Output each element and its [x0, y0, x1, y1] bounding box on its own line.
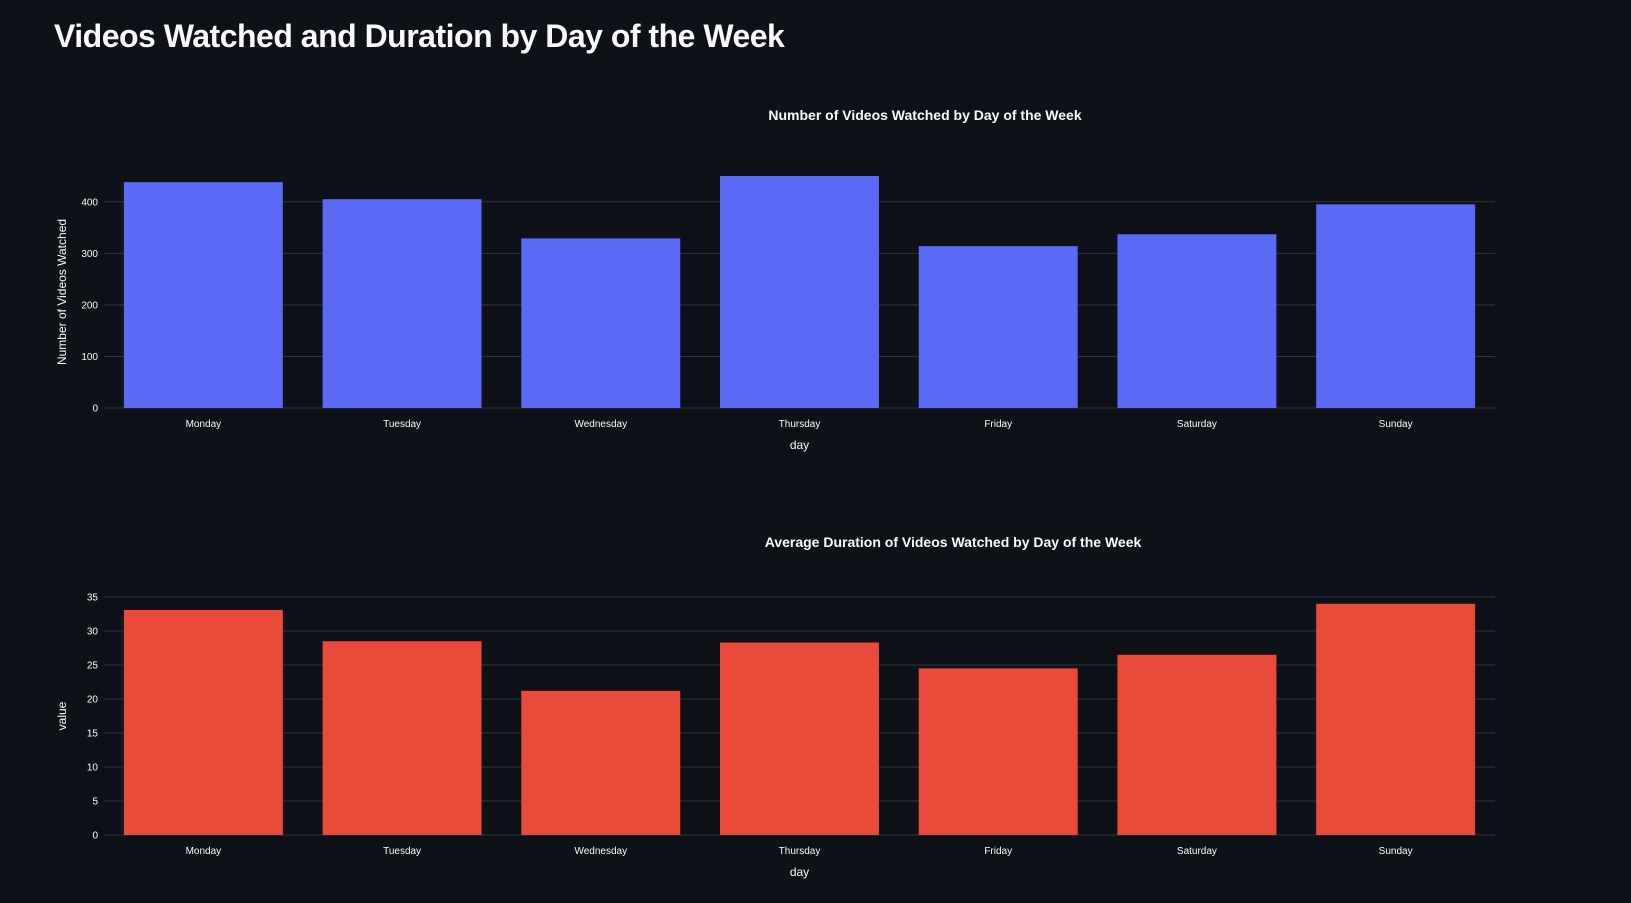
duration-y-axis-title: value — [55, 701, 69, 730]
duration-x-tick-label: Monday — [186, 846, 222, 857]
page-title: Videos Watched and Duration by Day of th… — [54, 18, 785, 54]
duration-bar-wednesday[interactable] — [521, 690, 681, 835]
videos-x-tick-label: Wednesday — [574, 419, 627, 430]
duration-y-tick-label: 0 — [92, 831, 98, 842]
videos-x-tick-label: Friday — [984, 419, 1012, 430]
duration-y-tick-label: 30 — [87, 627, 99, 638]
duration-bar-tuesday[interactable] — [322, 641, 482, 835]
duration-bar-thursday[interactable] — [720, 642, 879, 835]
duration-bar-monday[interactable] — [123, 609, 283, 835]
duration-y-tick-label: 25 — [87, 661, 99, 672]
duration-y-tick-label: 5 — [92, 797, 98, 808]
videos-chart-title: Number of Videos Watched by Day of the W… — [768, 107, 1081, 123]
videos-bar-wednesday[interactable] — [521, 238, 681, 408]
videos-y-tick-label: 200 — [81, 300, 98, 311]
videos-bar-sunday[interactable] — [1316, 204, 1476, 408]
videos-bar-saturday[interactable] — [1117, 234, 1277, 408]
duration-x-tick-label: Wednesday — [574, 846, 627, 857]
videos-y-tick-label: 100 — [81, 352, 98, 363]
duration-bar-sunday[interactable] — [1316, 603, 1476, 835]
videos-bar-tuesday[interactable] — [322, 199, 482, 408]
videos-count-chart: Number of Videos Watched by Day of the W… — [55, 107, 1495, 452]
avg-duration-chart: Average Duration of Videos Watched by Da… — [55, 534, 1495, 879]
videos-x-tick-label: Sunday — [1379, 419, 1413, 430]
duration-bar-saturday[interactable] — [1117, 654, 1277, 835]
duration-x-axis-title: day — [790, 865, 809, 879]
videos-y-tick-label: 400 — [81, 197, 98, 208]
duration-y-tick-label: 20 — [87, 695, 99, 706]
duration-x-tick-label: Tuesday — [383, 846, 421, 857]
duration-x-tick-label: Thursday — [779, 846, 821, 857]
videos-bar-monday[interactable] — [123, 182, 283, 408]
videos-x-tick-label: Monday — [186, 419, 222, 430]
videos-x-axis-title: day — [790, 438, 809, 452]
videos-y-tick-label: 0 — [92, 404, 98, 415]
duration-x-tick-label: Saturday — [1177, 846, 1217, 857]
videos-bar-friday[interactable] — [918, 246, 1078, 408]
videos-x-tick-label: Tuesday — [383, 419, 421, 430]
duration-x-tick-label: Sunday — [1379, 846, 1413, 857]
duration-chart-title: Average Duration of Videos Watched by Da… — [765, 534, 1142, 550]
videos-y-axis-title: Number of Videos Watched — [55, 219, 69, 365]
duration-y-tick-label: 15 — [87, 729, 99, 740]
videos-bar-thursday[interactable] — [720, 176, 879, 408]
duration-x-tick-label: Friday — [984, 846, 1012, 857]
videos-x-tick-label: Thursday — [779, 419, 821, 430]
duration-bar-friday[interactable] — [918, 668, 1078, 835]
duration-y-tick-label: 10 — [87, 763, 99, 774]
duration-y-tick-label: 35 — [87, 593, 99, 604]
videos-y-tick-label: 300 — [81, 249, 98, 260]
videos-x-tick-label: Saturday — [1177, 419, 1217, 430]
